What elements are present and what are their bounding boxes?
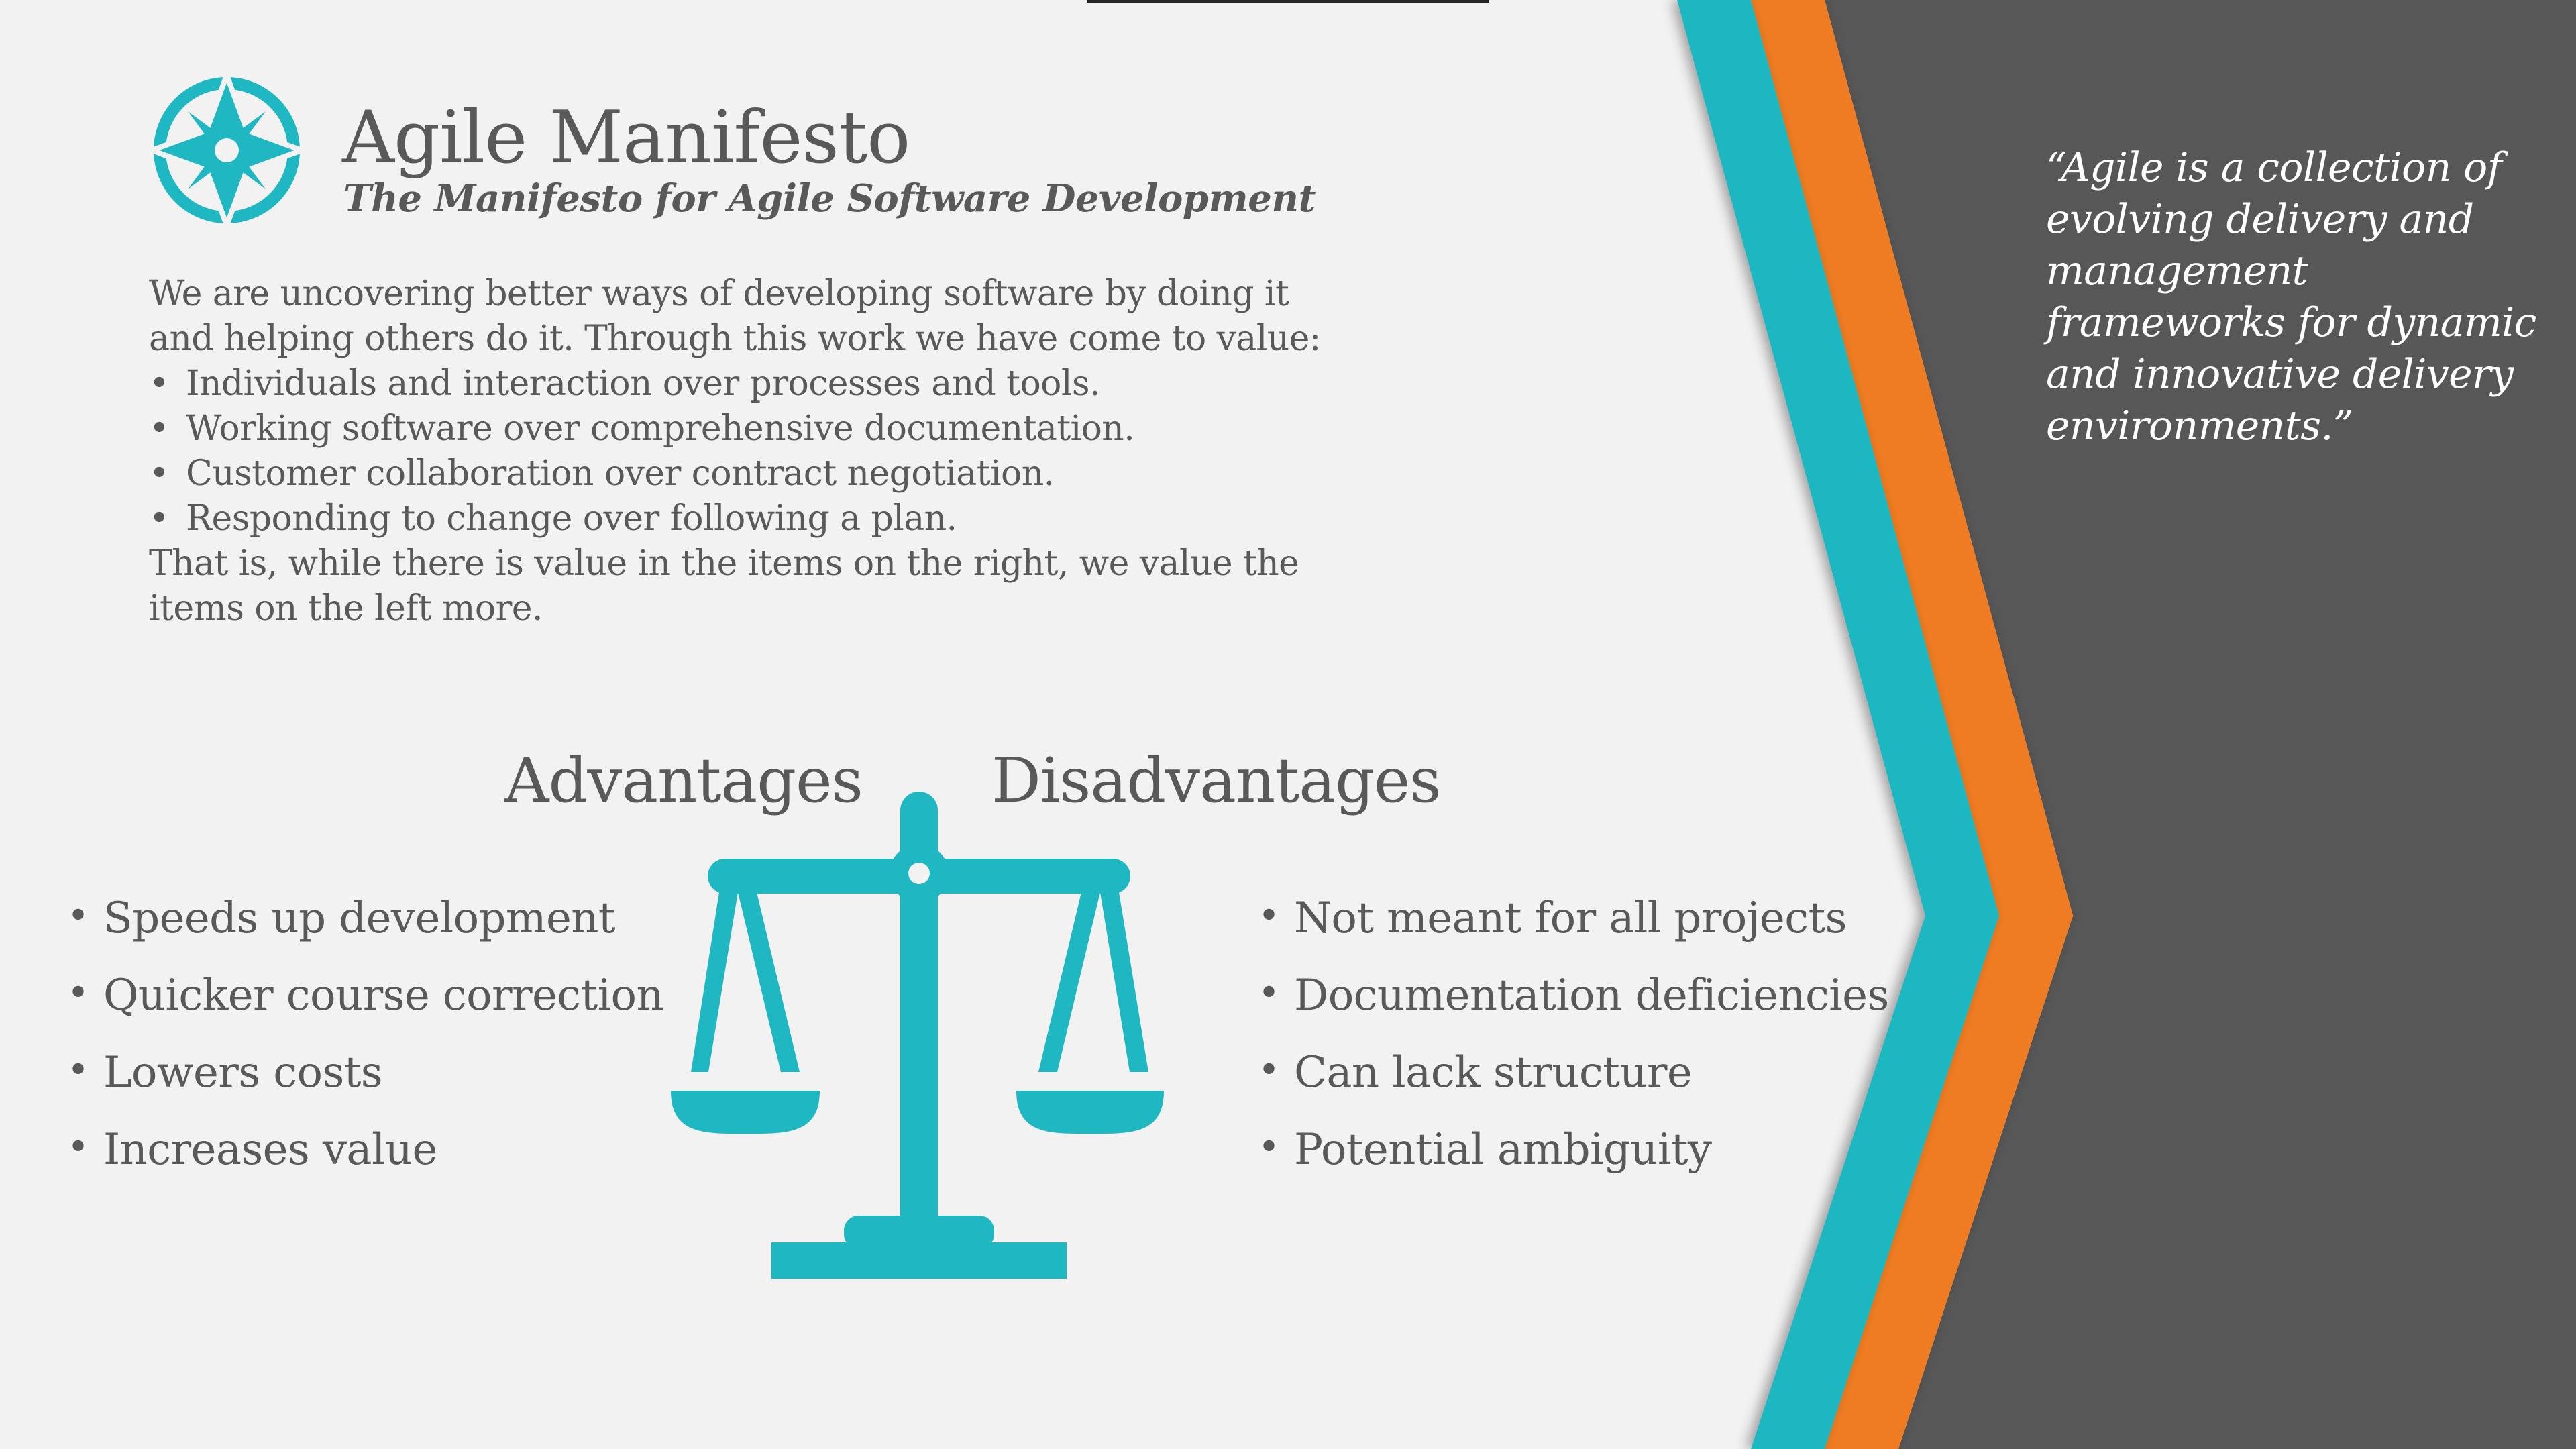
balance-scale-icon xyxy=(671,792,1164,1279)
disadvantage-item: Can lack structure xyxy=(1258,1032,1889,1112)
disadvantage-item: Documentation deficiencies xyxy=(1258,955,1889,1034)
dark-side-panel xyxy=(1825,0,2576,1449)
advantages-heading: Advantages xyxy=(504,745,863,816)
advantage-item: Increases value xyxy=(67,1109,663,1189)
compass-icon xyxy=(149,72,305,228)
disadvantage-item: Potential ambiguity xyxy=(1258,1109,1889,1189)
advantage-item: Speeds up development xyxy=(67,877,663,957)
orange-chevron-band xyxy=(1751,0,2073,1449)
teal-chevron-band xyxy=(1677,0,1999,1449)
manifesto-text: We are uncovering better ways of develop… xyxy=(149,272,1330,631)
disadvantages-list: Not meant for all projects Documentation… xyxy=(1258,877,1889,1189)
advantages-list: Speeds up development Quicker course cor… xyxy=(67,877,664,1189)
advantage-item: Quicker course correction xyxy=(67,955,664,1034)
disadvantages-heading: Disadvantages xyxy=(991,745,1442,816)
agile-quote: “Agile is a collection of evolving deliv… xyxy=(2046,144,2536,449)
top-accent-line xyxy=(1087,0,1489,3)
manifesto-value-item: Responding to change over following a pl… xyxy=(149,496,1330,541)
advantage-item: Lowers costs xyxy=(67,1032,663,1112)
manifesto-values-list: Individuals and interaction over process… xyxy=(149,362,1330,541)
manifesto-value-item: Working software over comprehensive docu… xyxy=(149,407,1330,451)
manifesto-intro: We are uncovering better ways of develop… xyxy=(149,274,1321,359)
slide-subtitle: The Manifesto for Agile Software Develop… xyxy=(343,176,1316,221)
manifesto-value-item: Individuals and interaction over process… xyxy=(149,362,1330,407)
slide-title: Agile Manifesto xyxy=(342,96,910,180)
manifesto-closing: That is, while there is value in the ite… xyxy=(149,543,1299,629)
disadvantage-item: Not meant for all projects xyxy=(1258,877,1889,957)
manifesto-value-item: Customer collaboration over contract neg… xyxy=(149,451,1330,496)
